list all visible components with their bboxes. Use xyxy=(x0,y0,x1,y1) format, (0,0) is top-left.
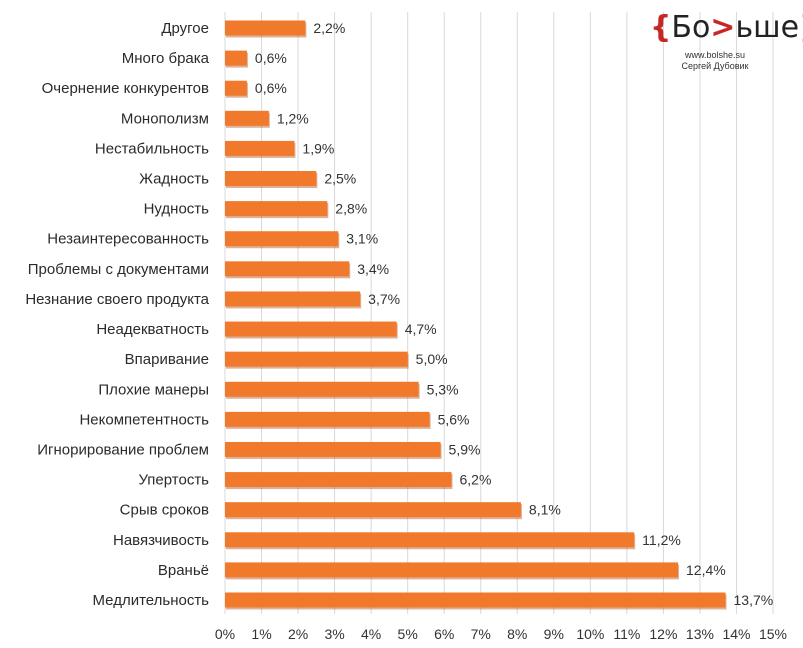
bolshe-logo: {Бо>ьше} www.bolshe.su Сергей Дубовик xyxy=(650,6,803,86)
x-axis-ticks: 0% 1% 2% 3% 4% 5% 6% 7% 8% 9% 10% 11% 12% 13% 14% 15% xyxy=(215,626,787,642)
bar-18 xyxy=(225,532,635,548)
value-label: 5,6% xyxy=(438,411,470,427)
bar-8 xyxy=(225,231,339,247)
category-label: Нудность xyxy=(144,201,210,218)
bar-3 xyxy=(225,80,247,96)
logo-author: Сергей Дубовик xyxy=(681,61,749,71)
bar-6 xyxy=(225,171,317,187)
x-tick-label-15: 15% xyxy=(759,626,787,642)
value-label: 3,7% xyxy=(368,291,400,307)
value-label: 13,7% xyxy=(734,592,774,608)
x-tick-label-3: 3% xyxy=(324,626,344,642)
category-label: Впаривание xyxy=(125,351,209,368)
x-tick-label-9: 9% xyxy=(544,626,564,642)
logo-brace-open: { xyxy=(650,10,672,45)
bar-2 xyxy=(225,50,247,66)
value-label: 2,8% xyxy=(335,201,367,217)
category-label: Монополизм xyxy=(121,110,209,127)
category-label: Игнорирование проблем xyxy=(37,441,209,458)
bar-12 xyxy=(225,351,408,367)
x-tick-label-13: 13% xyxy=(686,626,714,642)
bar-4 xyxy=(225,110,269,126)
x-tick-label-10: 10% xyxy=(576,626,604,642)
logo-wordmark: {Бо>ьше} xyxy=(650,6,803,50)
value-label: 1,2% xyxy=(277,110,309,126)
x-tick-label-6: 6% xyxy=(434,626,454,642)
category-label: Много брака xyxy=(122,50,210,67)
category-label: Некомпетентность xyxy=(79,411,209,428)
category-labels: Другое Много брака Очернение конкурентов Мо… xyxy=(25,20,209,609)
bar-11 xyxy=(225,321,397,337)
value-label: 8,1% xyxy=(529,502,561,518)
value-label: 0,6% xyxy=(255,80,287,96)
x-tick-label-1: 1% xyxy=(251,626,271,642)
bar-15 xyxy=(225,441,441,457)
category-label: Враньё xyxy=(158,562,209,579)
grid-lines xyxy=(224,12,774,614)
value-label: 3,1% xyxy=(346,231,378,247)
x-tick-label-12: 12% xyxy=(649,626,677,642)
x-tick-label-0: 0% xyxy=(215,626,235,642)
value-label: 0,6% xyxy=(255,50,287,66)
logo-brace-close: } xyxy=(799,10,803,45)
category-label: Плохие манеры xyxy=(98,381,209,398)
value-label: 4,7% xyxy=(405,321,437,337)
category-label: Очернение конкурентов xyxy=(42,80,209,97)
category-label: Медлительность xyxy=(93,592,210,609)
category-label: Незнание своего продукта xyxy=(25,291,209,308)
x-tick-label-2: 2% xyxy=(288,626,308,642)
category-label: Проблемы с документами xyxy=(28,261,209,278)
x-tick-label-5: 5% xyxy=(398,626,418,642)
logo-url: www.bolshe.su xyxy=(684,50,746,60)
bar-5 xyxy=(225,140,295,156)
x-tick-label-11: 11% xyxy=(613,626,640,642)
value-label: 11,2% xyxy=(642,532,681,548)
logo-text-before: Бо xyxy=(671,10,711,45)
category-label: Незаинтересованность xyxy=(47,231,209,248)
value-label: 2,2% xyxy=(313,20,345,36)
bar-7 xyxy=(225,201,328,217)
value-label: 3,4% xyxy=(357,261,389,277)
value-label: 5,3% xyxy=(427,381,459,397)
x-tick-label-14: 14% xyxy=(722,626,750,642)
value-label: 5,0% xyxy=(416,351,448,367)
x-tick-label-4: 4% xyxy=(361,626,381,642)
value-label: 2,5% xyxy=(324,171,356,187)
bar-1 xyxy=(225,20,306,36)
category-label: Срыв сроков xyxy=(120,502,209,519)
bar-20 xyxy=(225,592,726,608)
category-label: Другое xyxy=(161,20,209,37)
bar-9 xyxy=(225,261,350,277)
value-label: 12,4% xyxy=(686,562,726,578)
bars xyxy=(225,20,727,610)
x-tick-label-7: 7% xyxy=(471,626,491,642)
x-tick-label-8: 8% xyxy=(507,626,527,642)
bar-19 xyxy=(225,562,679,578)
category-label: Неадекватность xyxy=(96,321,209,338)
value-label: 1,9% xyxy=(302,140,334,156)
bar-14 xyxy=(225,411,430,427)
value-label: 5,9% xyxy=(449,441,481,457)
value-label: 6,2% xyxy=(460,472,492,488)
value-labels: 2,2% 0,6% 0,6% 1,2% 1,9% 2,5% 2,8% 3,1% 3,4% 3,7%… xyxy=(255,20,773,608)
category-label: Нестабильность xyxy=(95,140,209,157)
logo-arrow-icon: > xyxy=(710,10,736,45)
bar-10 xyxy=(225,291,361,307)
bar-17 xyxy=(225,502,521,518)
category-label: Упертость xyxy=(138,472,209,489)
logo-text-after: ьше xyxy=(735,10,800,45)
bar-13 xyxy=(225,381,419,397)
category-label: Жадность xyxy=(139,171,209,188)
category-label: Навязчивость xyxy=(113,532,209,549)
bar-16 xyxy=(225,472,452,488)
